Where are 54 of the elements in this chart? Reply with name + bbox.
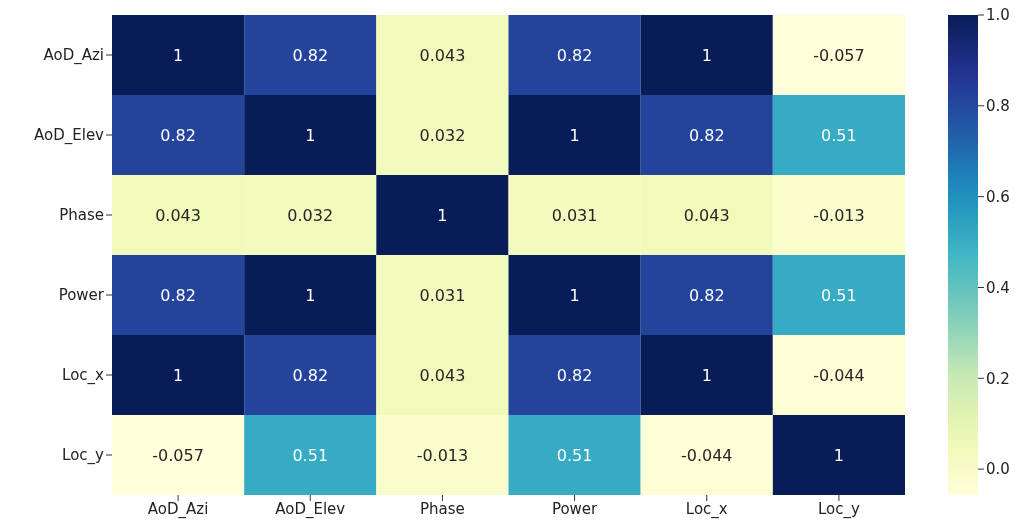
x-tick-label: Loc_y: [817, 499, 860, 519]
x-tick-label: AoD_Elev: [275, 499, 346, 519]
data-label: 0.51: [292, 445, 329, 465]
data-label: 1: [172, 365, 184, 385]
data-label: 0.82: [556, 45, 593, 65]
color-bar-label: 0.6: [986, 187, 1010, 206]
data-label: 0.82: [556, 365, 593, 385]
data-label: -0.013: [416, 445, 469, 465]
data-label: 0.51: [821, 125, 857, 145]
data-label: 0.031: [419, 285, 466, 305]
color-bar-label: 0.0: [986, 460, 1010, 479]
data-label: 1: [172, 45, 184, 65]
color-bar-label: 1.0: [986, 6, 1010, 25]
data-label: 1: [833, 445, 845, 465]
data-label: 1: [701, 45, 712, 65]
data-label: 0.82: [688, 125, 725, 145]
data-label: 1: [305, 285, 316, 305]
data-label: 1: [569, 285, 580, 305]
data-label: 0.032: [287, 205, 334, 225]
data-label: 0.82: [292, 45, 329, 65]
data-label: 0.82: [688, 285, 725, 305]
data-label: 1: [305, 125, 316, 145]
data-label: -0.044: [813, 365, 865, 385]
data-label: -0.057: [152, 445, 204, 465]
color-bar-label: 0.4: [986, 278, 1010, 297]
color-bar-label: 0.8: [986, 97, 1010, 116]
data-label: 1: [437, 205, 448, 225]
x-tick-label: Phase: [420, 499, 465, 518]
data-label: 0.82: [160, 285, 196, 305]
data-label: 0.82: [292, 365, 329, 385]
data-label: 0.031: [551, 205, 598, 225]
data-label: 1: [569, 125, 580, 145]
data-label: 0.043: [683, 205, 730, 225]
data-label: 0.043: [419, 365, 466, 385]
color-bar-label: 0.2: [986, 369, 1010, 388]
data-label: 0.82: [160, 125, 196, 145]
data-label: 0.032: [419, 125, 466, 145]
data-label: 1: [701, 365, 712, 385]
y-tick-label: AoD_Azi: [43, 46, 104, 66]
data-label: -0.057: [813, 45, 865, 65]
y-tick-label: Phase: [59, 206, 104, 225]
y-tick-label: Power: [58, 286, 105, 305]
x-tick-label: Loc_x: [685, 499, 728, 519]
x-tick-label: AoD_Azi: [147, 499, 209, 519]
y-tick-label: Loc_x: [62, 366, 105, 386]
data-label: -0.044: [680, 445, 733, 465]
y-tick-label: AoD_Elev: [34, 126, 105, 146]
data-label: 0.043: [419, 45, 466, 65]
y-tick-label: Loc_y: [62, 446, 105, 466]
x-tick-label: Power: [551, 499, 599, 518]
data-label: -0.013: [813, 205, 865, 225]
data-label: 0.51: [821, 285, 857, 305]
data-label: 0.043: [155, 205, 201, 225]
data-label: 0.51: [556, 445, 593, 465]
